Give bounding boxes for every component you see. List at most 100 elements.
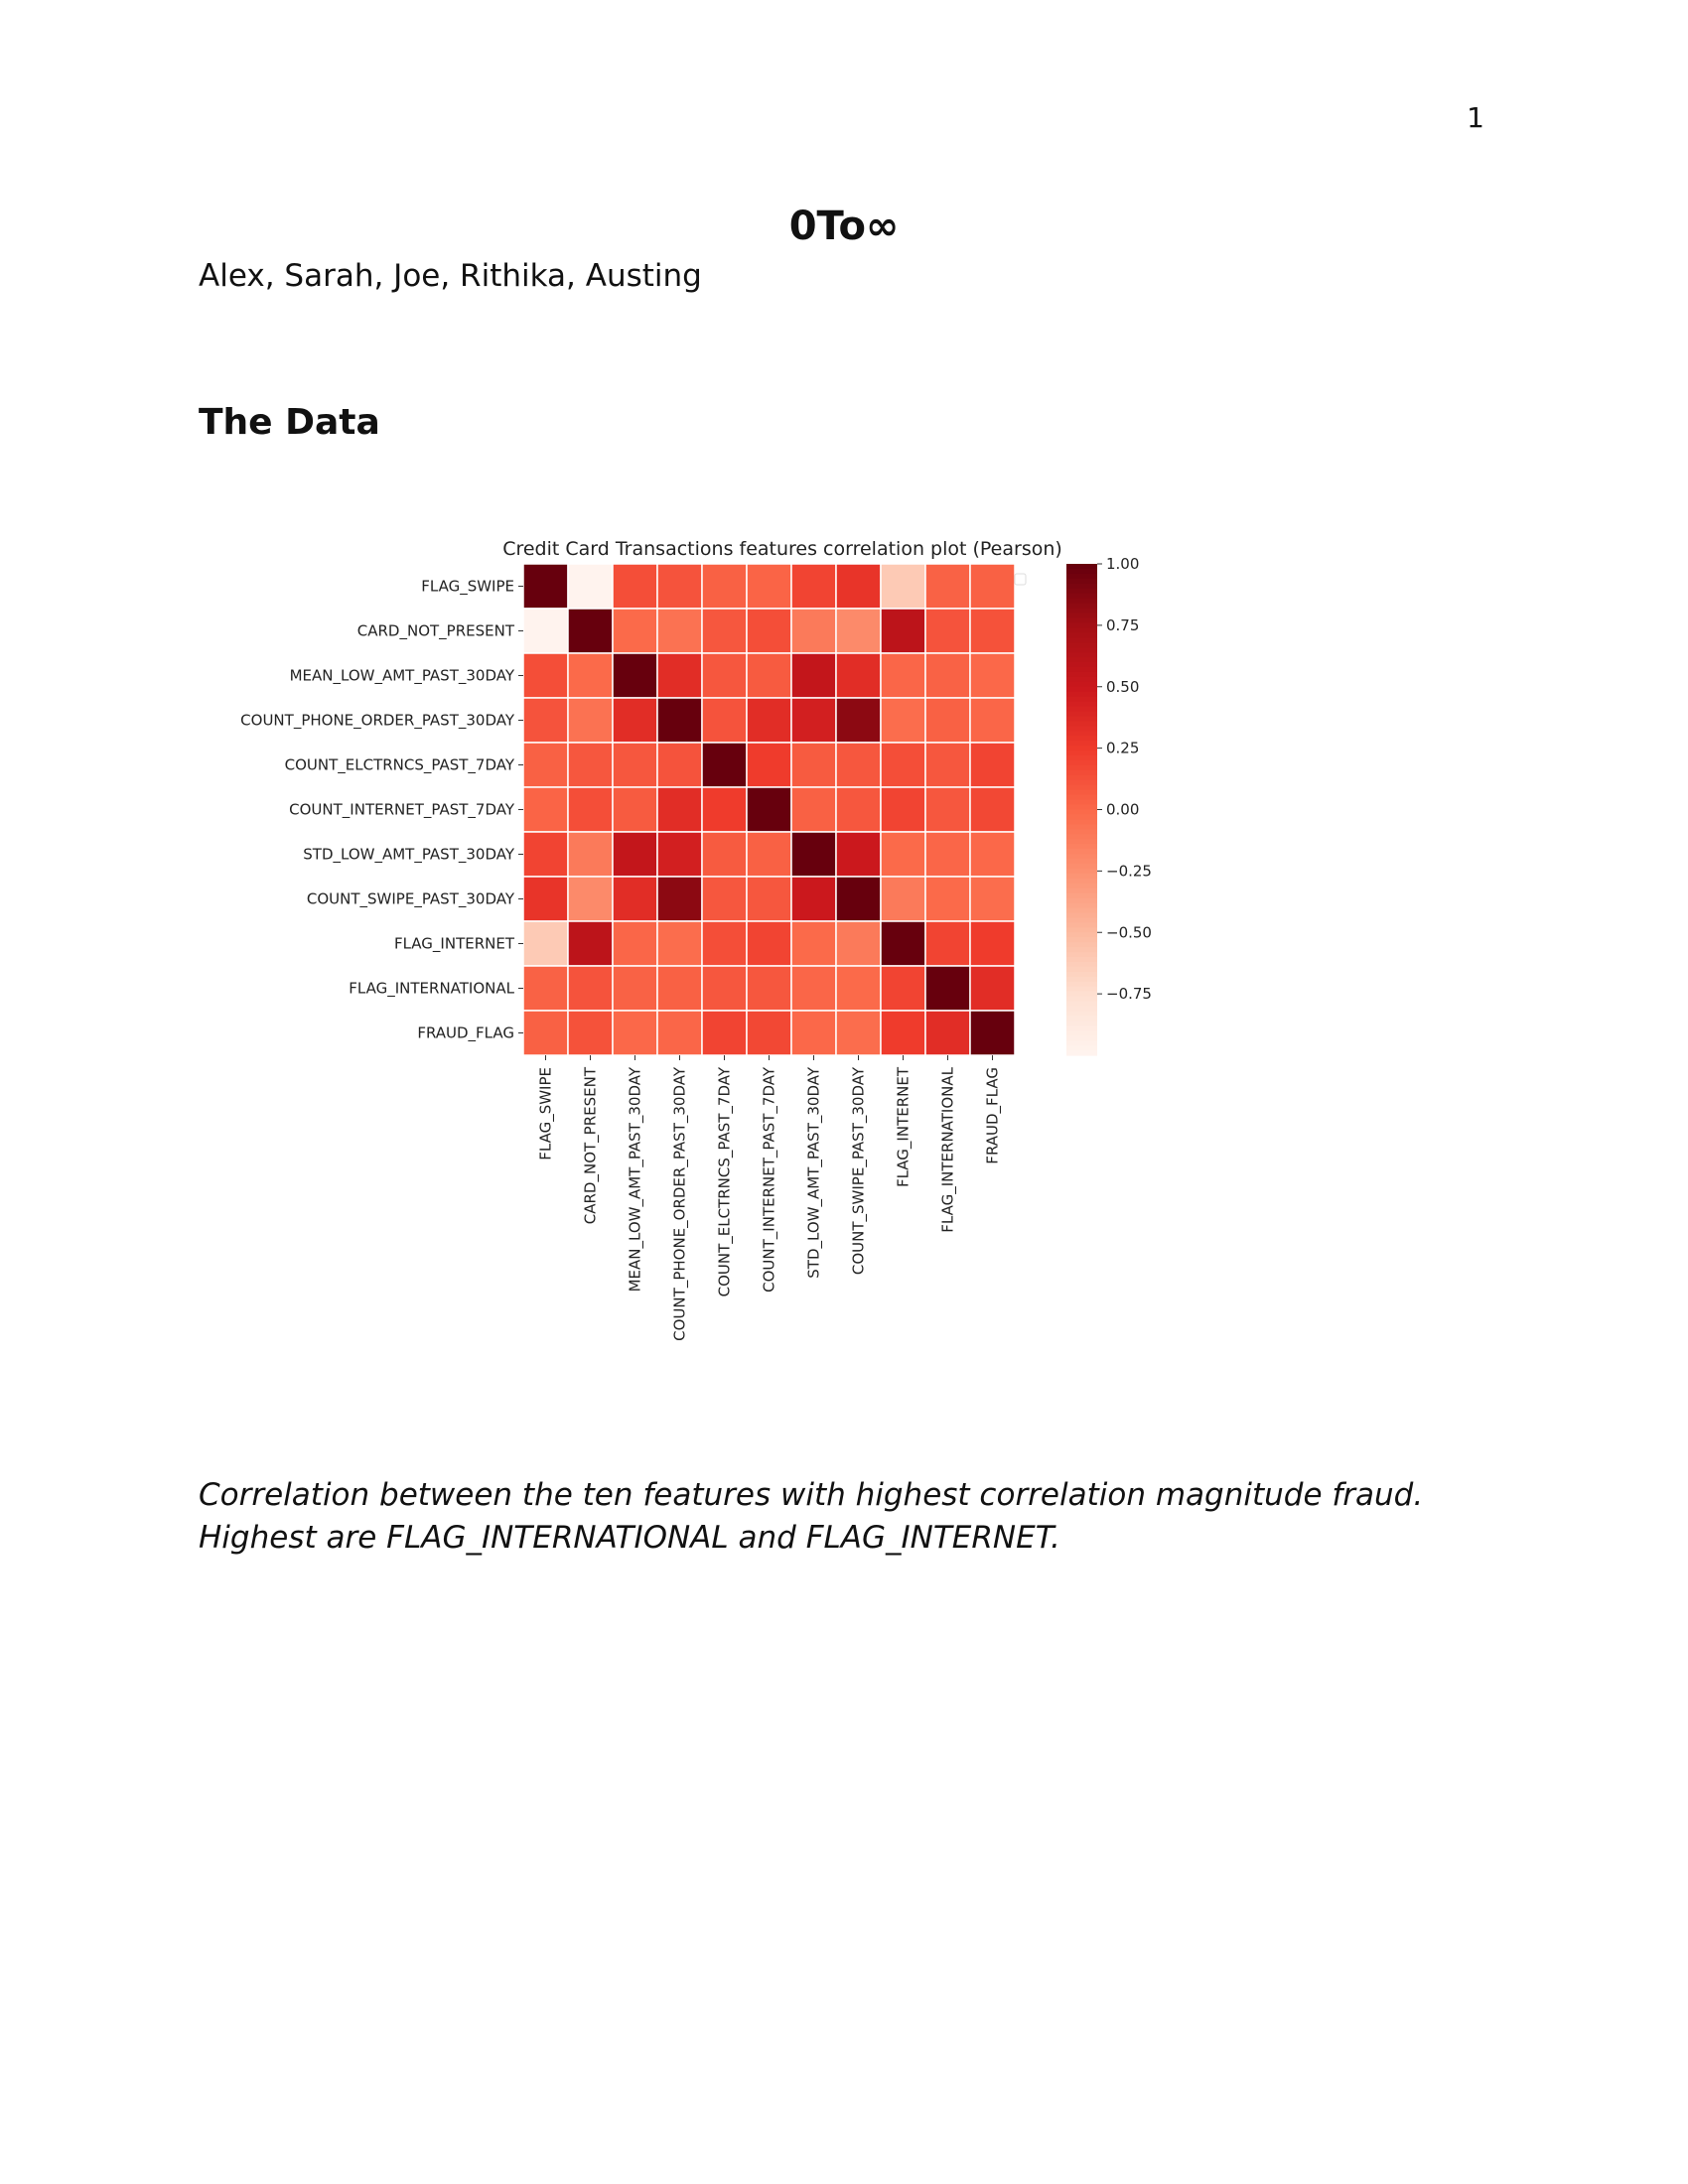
heatmap-cell (746, 1010, 792, 1056)
heatmap-cell (924, 608, 971, 654)
colorbar-segment (1066, 608, 1097, 614)
heatmap-cell (880, 920, 926, 967)
heatmap-cell (567, 920, 614, 967)
heatmap-cell (701, 742, 748, 788)
heatmap-cell (567, 876, 614, 922)
colorbar-tick-label: 0.75 (1106, 616, 1139, 634)
colorbar-segment (1066, 799, 1097, 806)
heatmap-cell (612, 608, 658, 654)
y-tick-label: STD_LOW_AMT_PAST_30DAY (303, 846, 515, 865)
heatmap-cell (835, 920, 882, 967)
colorbar-segment (1066, 794, 1097, 801)
heatmap-cell (701, 608, 748, 654)
colorbar-segment (1066, 1050, 1097, 1056)
heatmap-cell (924, 965, 971, 1012)
heatmap-cell (969, 697, 1016, 744)
heatmap-cell (612, 965, 658, 1012)
colorbar-segment (1066, 902, 1097, 909)
heatmap-cell (790, 608, 837, 654)
heatmap-cell (790, 876, 837, 922)
colorbar-segment (1066, 834, 1097, 840)
colorbar-segment (1066, 696, 1097, 703)
x-tick-label: STD_LOW_AMT_PAST_30DAY (805, 1066, 824, 1279)
heatmap-cell (612, 563, 658, 610)
heatmap-cell (612, 831, 658, 878)
x-tick-label: COUNT_PHONE_ORDER_PAST_30DAY (671, 1066, 690, 1341)
heatmap-cell (835, 965, 882, 1012)
colorbar-segment (1066, 769, 1097, 776)
heatmap-cell (567, 608, 614, 654)
colorbar-segment (1066, 588, 1097, 595)
colorbar-segment (1066, 622, 1097, 628)
y-tick-label: MEAN_LOW_AMT_PAST_30DAY (290, 667, 515, 686)
colorbar-segment (1066, 883, 1097, 889)
colorbar-segment (1066, 878, 1097, 885)
heatmap-cell (701, 697, 748, 744)
colorbar-segment (1066, 701, 1097, 708)
heatmap-cell (567, 697, 614, 744)
heatmap-cell (612, 1010, 658, 1056)
heatmap-cell (656, 563, 703, 610)
colorbar-segment (1066, 751, 1097, 756)
heatmap-cell (522, 608, 569, 654)
heatmap-cell (746, 831, 792, 878)
colorbar-segment (1066, 598, 1097, 605)
y-tick-label: COUNT_PHONE_ORDER_PAST_30DAY (240, 712, 515, 731)
colorbar-tick-label: 0.25 (1106, 740, 1139, 757)
colorbar-segment (1066, 662, 1097, 668)
colorbar-segment (1066, 868, 1097, 875)
heatmap-cell (612, 786, 658, 833)
colorbar-segment (1066, 736, 1097, 742)
heatmap-cell (880, 563, 926, 610)
heatmap-cell (969, 652, 1016, 699)
heatmap-cell (701, 786, 748, 833)
heatmap-cell (522, 876, 569, 922)
colorbar-segment (1066, 829, 1097, 835)
heatmap-cell (522, 1010, 569, 1056)
colorbar-segment (1066, 755, 1097, 761)
heatmap-cell (612, 920, 658, 967)
heatmap-cell (969, 876, 1016, 922)
heatmap-cell (746, 965, 792, 1012)
figure-caption: Correlation between the ten features wit… (199, 1477, 1424, 1556)
heatmap-cell (567, 563, 614, 610)
colorbar-segment (1066, 873, 1097, 880)
colorbar-segment (1066, 887, 1097, 894)
colorbar-segment (1066, 652, 1097, 658)
chart-title: Credit Card Transactions features correl… (502, 538, 1062, 560)
colorbar-segment (1066, 764, 1097, 771)
colorbar-segment (1066, 583, 1097, 590)
colorbar-segment (1066, 627, 1097, 633)
colorbar-segment (1066, 760, 1097, 766)
heatmap-cell (835, 608, 882, 654)
colorbar-segment (1066, 1040, 1097, 1046)
colorbar-segment (1066, 897, 1097, 904)
colorbar-segment (1066, 1045, 1097, 1051)
colorbar-segment (1066, 706, 1097, 713)
colorbar-segment (1066, 854, 1097, 860)
heatmap-cell (701, 965, 748, 1012)
colorbar-segment (1066, 779, 1097, 786)
y-tick-label: COUNT_INTERNET_PAST_7DAY (289, 801, 515, 820)
colorbar-segment (1066, 912, 1097, 918)
colorbar-tick-label: −0.75 (1106, 985, 1152, 1003)
colorbar-segment (1066, 986, 1097, 993)
x-tick-label: COUNT_INTERNET_PAST_7DAY (761, 1066, 779, 1293)
x-axis-tick-labels: FLAG_SWIPE CARD_NOT_PRESENT MEAN_LOW_AMT_P… (537, 1055, 1003, 1341)
heatmap-cell (880, 965, 926, 1012)
heatmap-cell (924, 831, 971, 878)
heatmap-cell (701, 920, 748, 967)
colorbar-segment (1066, 927, 1097, 933)
heatmap-cell (656, 652, 703, 699)
colorbar-segment (1066, 981, 1097, 988)
colorbar-segment (1066, 863, 1097, 870)
heatmap-cell (790, 786, 837, 833)
y-tick-label: FLAG_INTERNATIONAL (349, 980, 514, 999)
colorbar: 1.00 0.75 0.50 0.25 0.00 −0.25 −0.50 −0.75 (1066, 555, 1152, 1056)
heatmap-cell (924, 786, 971, 833)
heatmap-cell (969, 742, 1016, 788)
heatmap-cell (790, 920, 837, 967)
heatmap-cell (522, 920, 569, 967)
colorbar-segment (1066, 971, 1097, 978)
heatmap-cell (924, 652, 971, 699)
